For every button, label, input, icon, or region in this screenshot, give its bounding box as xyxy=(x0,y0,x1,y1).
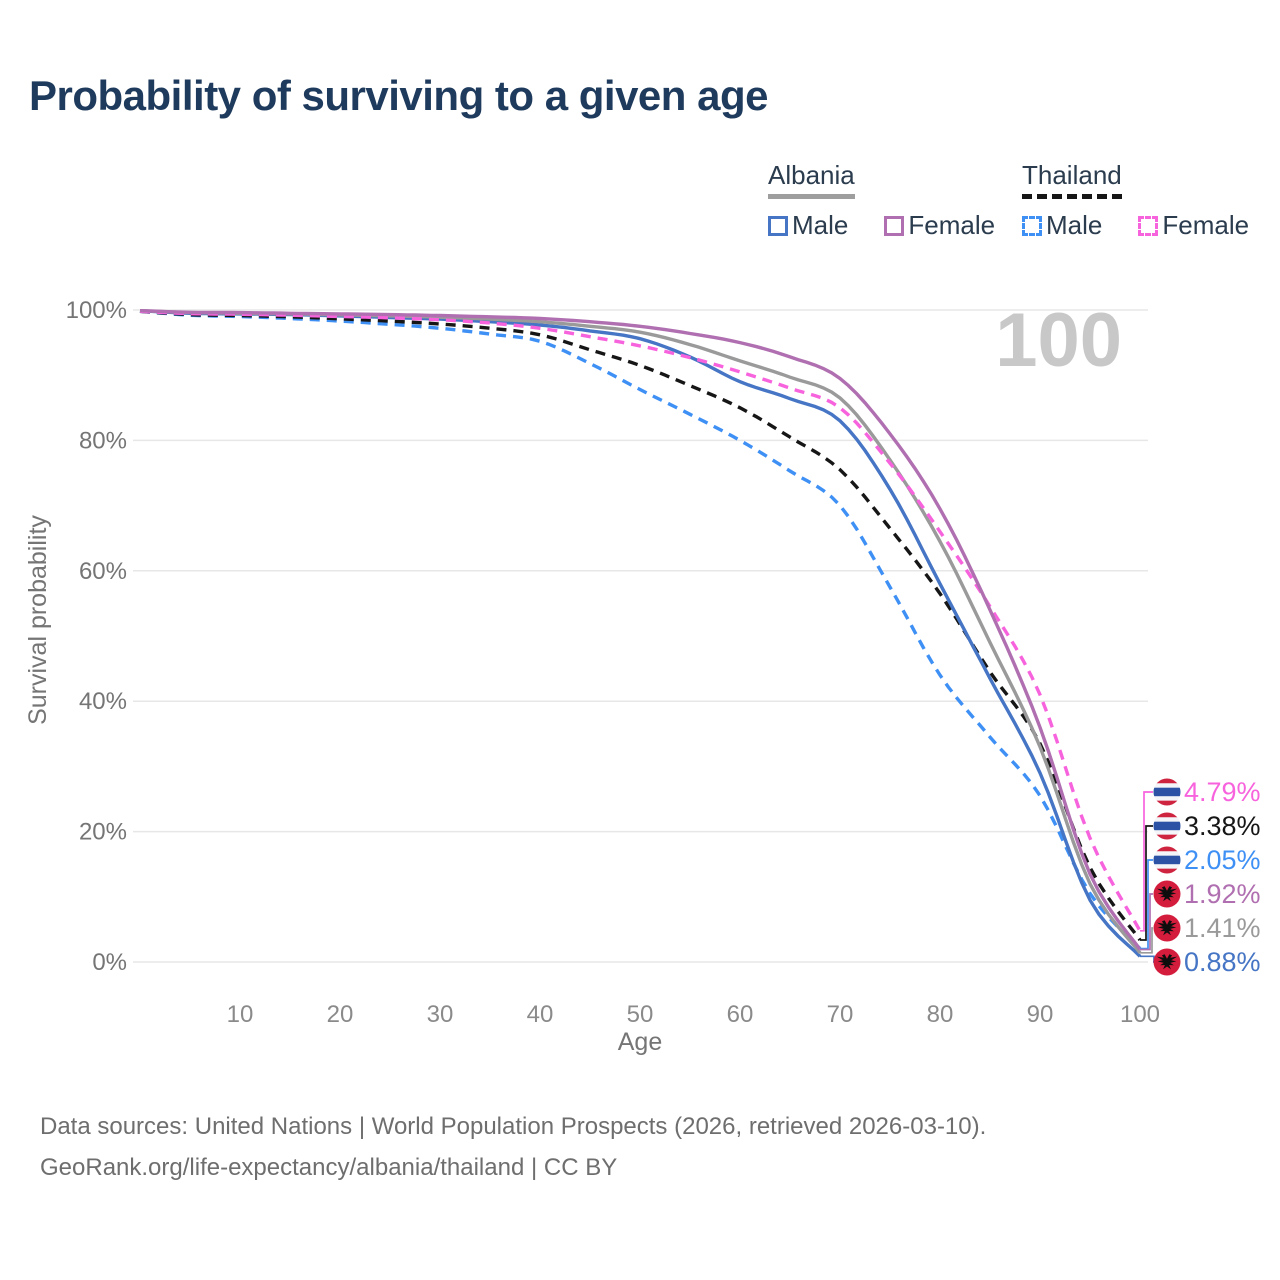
end-label-connector-thailand-total xyxy=(1140,825,1153,941)
hover-age-watermark: 100 xyxy=(995,298,1122,383)
end-label-thailand-female[interactable]: 4.79% xyxy=(1184,777,1261,807)
footer-data-sources: Data sources: United Nations | World Pop… xyxy=(40,1113,987,1140)
flag-albania-icon xyxy=(1153,948,1181,976)
y-tick-label: 100% xyxy=(66,297,127,324)
end-label-connector-albania-total xyxy=(1140,927,1153,954)
legend-label-thailand-female[interactable]: Female xyxy=(1162,210,1250,240)
thailand-flag-stripe xyxy=(1153,855,1181,865)
flag-albania-icon xyxy=(1153,914,1181,942)
y-axis-title: Survival probability xyxy=(24,515,52,725)
flag-thailand-icon xyxy=(1153,846,1181,874)
legend-swatch-albania-female[interactable] xyxy=(884,215,905,236)
thailand-flag-stripe xyxy=(1153,851,1181,856)
x-axis-title: Age xyxy=(618,1028,662,1056)
x-tick-label: 30 xyxy=(427,1001,454,1028)
x-tick-label: 50 xyxy=(627,1001,654,1028)
albania-eagle-icon xyxy=(1156,954,1178,970)
footer: Data sources: United Nations | World Pop… xyxy=(40,1106,986,1188)
series-line-albania-male[interactable] xyxy=(139,309,1142,958)
legend-swatch-thailand-female[interactable] xyxy=(1138,215,1159,236)
end-label-albania-female[interactable]: 1.92% xyxy=(1184,879,1261,909)
legend-label-albania-male[interactable]: Male xyxy=(792,210,849,240)
albania-eagle-icon xyxy=(1156,920,1178,936)
thailand-flag-stripe xyxy=(1153,812,1181,818)
y-tick-label: 40% xyxy=(79,688,127,715)
end-label-connector-albania-male xyxy=(1140,955,1155,963)
legend-group-thailand: Thailand Male Female xyxy=(1022,160,1249,241)
thailand-flag-stripe xyxy=(1153,796,1181,801)
thailand-flag-stripe xyxy=(1153,783,1181,788)
legend-group-albania: Albania Male Female xyxy=(768,160,995,241)
y-tick-label: 80% xyxy=(79,427,127,454)
legend-swatch-albania-male[interactable] xyxy=(768,215,788,236)
footer-attribution: GeoRank.org/life-expectancy/albania/thai… xyxy=(40,1154,618,1181)
legend-heading-thailand[interactable]: Thailand xyxy=(1022,160,1122,199)
x-tick-label: 40 xyxy=(527,1001,554,1028)
legend-swatch-thailand-male[interactable] xyxy=(1022,215,1042,236)
legend-heading-albania[interactable]: Albania xyxy=(768,160,855,199)
thailand-flag-stripe xyxy=(1153,834,1181,840)
thailand-flag-stripe xyxy=(1153,868,1181,874)
series-line-thailand-total[interactable] xyxy=(139,309,1142,942)
thailand-flag-stripe xyxy=(1153,830,1181,835)
page-title: Probability of surviving to a given age xyxy=(29,72,768,119)
x-tick-label: 100 xyxy=(1120,1001,1160,1028)
end-label-connector-thailand-male xyxy=(1140,859,1153,950)
end-label-thailand-male[interactable]: 2.05% xyxy=(1184,845,1261,875)
y-tick-label: 20% xyxy=(79,819,127,846)
flag-albania-icon xyxy=(1153,880,1181,908)
x-tick-label: 60 xyxy=(727,1001,754,1028)
end-label-albania-male[interactable]: 0.88% xyxy=(1184,947,1261,977)
survival-chart-svg: 0% 20% 40% 60% 80% 100% 10 20 30 40 50 60 70 80 90 100 A… xyxy=(24,297,1261,1056)
series-line-albania-total[interactable] xyxy=(139,309,1142,954)
legend-label-albania-female[interactable]: Female xyxy=(908,210,996,240)
thailand-flag-stripe xyxy=(1153,817,1181,822)
thailand-flag-stripe xyxy=(1153,787,1181,797)
end-label-thailand-total[interactable]: 3.38% xyxy=(1184,811,1261,841)
x-tick-label: 90 xyxy=(1027,1001,1054,1028)
thailand-flag-stripe xyxy=(1153,778,1181,784)
series-line-albania-female[interactable] xyxy=(139,309,1142,951)
flag-thailand-icon xyxy=(1153,812,1181,840)
thailand-flag-stripe xyxy=(1153,864,1181,869)
thailand-flag-stripe xyxy=(1153,846,1181,852)
end-label-albania-total[interactable]: 1.41% xyxy=(1184,913,1261,943)
survival-chart: 0% 20% 40% 60% 80% 100% 10 20 30 40 50 60 70 80 90 100 A… xyxy=(0,250,1280,1080)
y-tick-label: 0% xyxy=(92,949,127,976)
thailand-flag-stripe xyxy=(1153,800,1181,806)
x-tick-label: 20 xyxy=(327,1001,354,1028)
end-label-connector-thailand-female xyxy=(1140,791,1153,932)
end-label-connector-albania-female xyxy=(1140,893,1153,951)
legend-label-thailand-male[interactable]: Male xyxy=(1046,210,1103,240)
flag-thailand-icon xyxy=(1153,778,1181,806)
y-tick-label: 60% xyxy=(79,558,127,585)
x-tick-label: 70 xyxy=(827,1001,854,1028)
series-line-thailand-female[interactable] xyxy=(139,309,1142,932)
albania-eagle-icon xyxy=(1156,886,1178,902)
thailand-flag-stripe xyxy=(1153,821,1181,831)
x-tick-label: 10 xyxy=(227,1001,254,1028)
series-line-thailand-male[interactable] xyxy=(139,309,1142,950)
x-tick-label: 80 xyxy=(927,1001,954,1028)
